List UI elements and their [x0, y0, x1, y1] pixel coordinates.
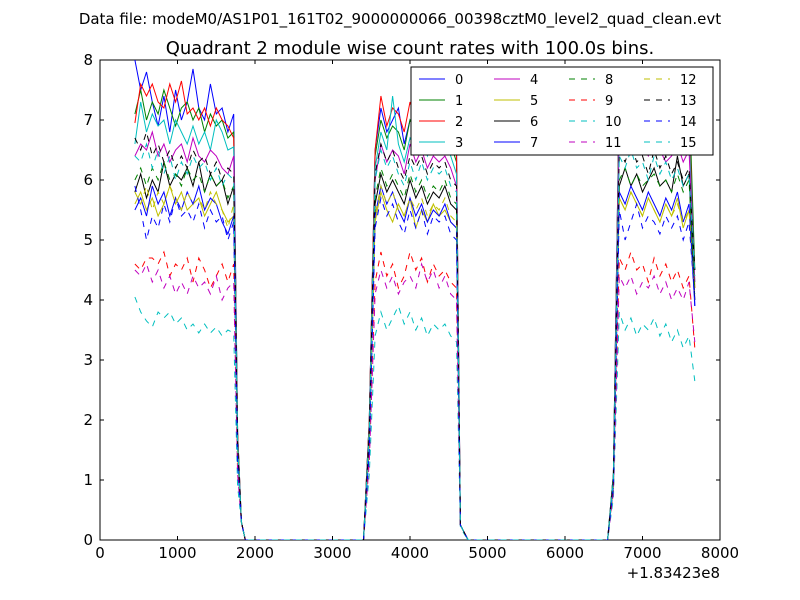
- legend-item-11: 11: [569, 136, 622, 151]
- legend-item-6: 6: [494, 115, 538, 130]
- x-tick-label: 2000: [236, 544, 274, 562]
- y-tick-label: 3: [83, 351, 93, 369]
- legend-label: 0: [455, 73, 463, 88]
- legend-box: [410, 66, 714, 156]
- legend-label: 14: [680, 115, 697, 130]
- x-tick-label: 5000: [468, 544, 506, 562]
- series-line-12: [134, 184, 696, 540]
- legend-label: 8: [605, 73, 613, 88]
- legend-item-1: 1: [419, 94, 463, 109]
- series-line-14: [134, 185, 696, 540]
- legend-item-8: 8: [569, 73, 613, 88]
- legend-label: 7: [530, 136, 538, 151]
- legend-item-4: 4: [494, 73, 538, 88]
- data-file-label: Data file: modeM0/AS1P01_161T02_90000000…: [79, 10, 721, 29]
- series-line-6: [134, 155, 696, 540]
- series-line-8: [134, 160, 696, 540]
- legend-label: 9: [605, 94, 613, 109]
- legend-label: 15: [680, 136, 697, 151]
- legend-item-0: 0: [419, 73, 463, 88]
- series-line-13: [134, 130, 696, 540]
- series-line-9: [134, 250, 696, 540]
- legend-item-13: 13: [644, 94, 697, 109]
- legend-item-7: 7: [494, 136, 538, 151]
- y-tick-label: 0: [83, 531, 93, 549]
- x-tick-label: 8000: [701, 544, 739, 562]
- legend-item-9: 9: [569, 94, 613, 109]
- x-tick-label: 1000: [158, 544, 196, 562]
- legend-item-15: 15: [644, 136, 697, 151]
- legend-item-14: 14: [644, 115, 697, 130]
- legend-label: 4: [530, 73, 538, 88]
- ticks-layer: 0 1000 2000 3000 4000 5000 6000 7000 80000123456…: [83, 51, 739, 562]
- y-tick-label: 6: [83, 171, 93, 189]
- x-tick-label: 0: [95, 544, 105, 562]
- legend-label: 13: [680, 94, 697, 109]
- legend-label: 3: [455, 136, 463, 151]
- legend-label: 2: [455, 115, 463, 130]
- x-tick-label: 7000: [623, 544, 661, 562]
- series-line-10: [134, 296, 696, 540]
- y-tick-label: 5: [83, 231, 93, 249]
- legend-item-10: 10: [569, 115, 622, 130]
- legend-label: 5: [530, 94, 538, 109]
- x-tick-label: 4000: [391, 544, 429, 562]
- legend-item-3: 3: [419, 136, 463, 151]
- legend-label: 12: [680, 73, 697, 88]
- y-tick-label: 7: [83, 111, 93, 129]
- y-tick-label: 2: [83, 411, 93, 429]
- legend-label: 6: [530, 115, 538, 130]
- series-line-11: [134, 262, 696, 540]
- x-tick-label: 3000: [313, 544, 351, 562]
- legend-label: 10: [605, 115, 622, 130]
- x-tick-label: 6000: [546, 544, 584, 562]
- series-line-5: [134, 184, 696, 540]
- y-tick-label: 1: [83, 471, 93, 489]
- series-line-15: [134, 142, 696, 540]
- y-tick-label: 4: [83, 291, 93, 309]
- legend-label: 11: [605, 136, 622, 151]
- legend-item-12: 12: [644, 73, 697, 88]
- legend-item-5: 5: [494, 94, 538, 109]
- legend-label: 1: [455, 94, 463, 109]
- x-offset-label: +1.83423e8: [627, 564, 720, 582]
- legend-item-2: 2: [419, 115, 463, 130]
- y-tick-label: 8: [83, 51, 93, 69]
- chart-title: Quadrant 2 module wise count rates with …: [166, 38, 655, 59]
